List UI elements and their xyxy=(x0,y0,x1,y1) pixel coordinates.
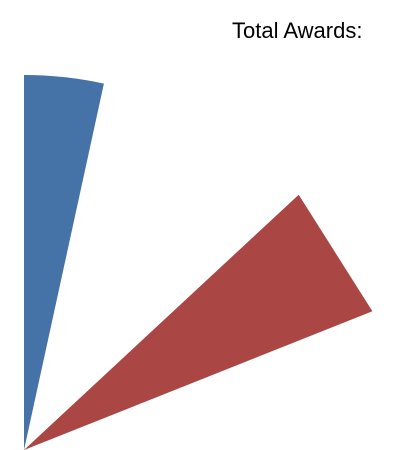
pie-slices xyxy=(24,74,373,450)
chart-title: Total Awards: xyxy=(232,18,363,43)
pie-slice-2 xyxy=(24,194,373,450)
pie-slice-1 xyxy=(24,74,104,450)
